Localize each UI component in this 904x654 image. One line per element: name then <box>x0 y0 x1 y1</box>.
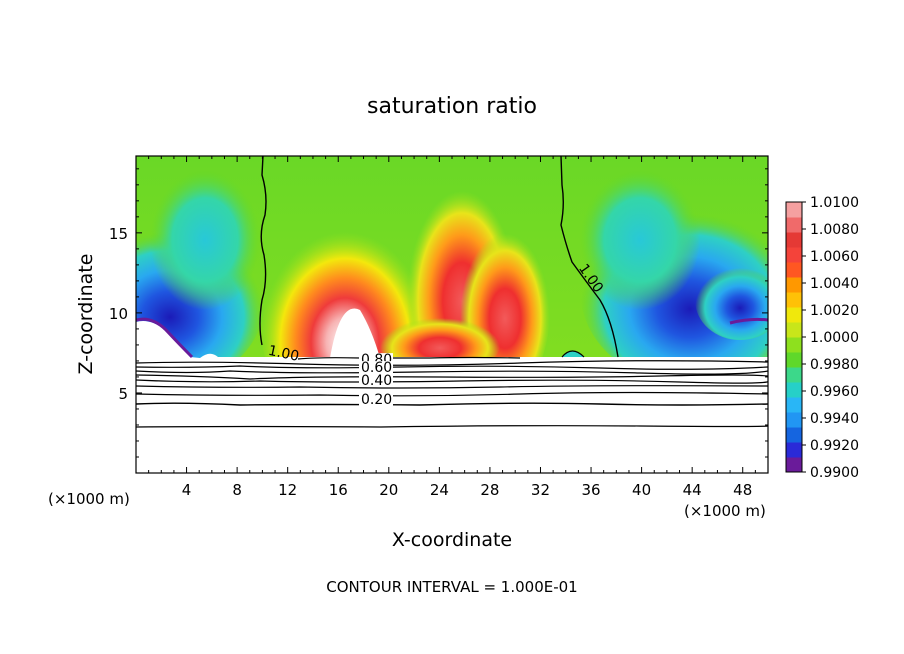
x-tick-label: 24 <box>430 481 449 499</box>
colorbar-tick-label: 0.9980 <box>810 357 859 373</box>
x-unit-right: (×1000 m) <box>684 502 766 520</box>
contour-1-00-left <box>259 156 267 346</box>
cold-region-right-3 <box>695 260 768 340</box>
colorbar-tick-label: 1.0080 <box>810 222 859 238</box>
contour-0-80 <box>136 365 768 370</box>
x-unit-left: (×1000 m) <box>48 490 130 508</box>
y-tick-label: 5 <box>118 385 128 403</box>
colorbar-swatch <box>786 232 802 248</box>
colorbar-swatch <box>786 307 802 323</box>
colorbar-swatch <box>786 217 802 233</box>
contour-0-40 <box>136 385 768 389</box>
y-tick-label: 15 <box>109 225 128 243</box>
x-tick-label: 48 <box>733 481 752 499</box>
colorbar-tick-label: 0.9920 <box>810 438 859 454</box>
x-tick-label: 40 <box>632 481 651 499</box>
chart-title: saturation ratio <box>367 94 537 119</box>
colorbar-swatch <box>786 322 802 338</box>
colorbar-swatch <box>786 442 802 458</box>
colorbar-swatch <box>786 202 802 218</box>
x-tick-label: 16 <box>329 481 348 499</box>
colorbar-swatch <box>786 427 802 443</box>
x-axis: 4 8 12 16 20 24 28 32 36 40 44 48 <box>148 156 756 499</box>
colorbar-swatch <box>786 457 802 473</box>
colorbar-swatch <box>786 382 802 398</box>
colorbar-swatch <box>786 277 802 293</box>
contour-0-20 <box>136 402 768 406</box>
colorbar-swatch <box>786 412 802 428</box>
contour-interval-note: CONTOUR INTERVAL = 1.000E-01 <box>326 578 577 596</box>
colorbar-tick-label: 1.0000 <box>810 330 859 346</box>
contour-label: 0.20 <box>361 392 392 408</box>
colorbar-swatch <box>786 262 802 278</box>
contour-0-70 <box>136 370 768 375</box>
colorbar-swatch <box>786 337 802 353</box>
x-tick-label: 32 <box>531 481 550 499</box>
x-tick-label: 20 <box>379 481 398 499</box>
cloud-edge-right <box>729 317 768 325</box>
cold-region-left-2 <box>150 170 260 310</box>
colorbar-swatch <box>786 247 802 263</box>
contour-label: 0.40 <box>361 373 392 389</box>
x-axis-label: X-coordinate <box>392 529 512 551</box>
contour-label: 1.00 <box>267 343 301 365</box>
colorbar-swatch <box>786 367 802 383</box>
y-axis-label: Z-coordinate <box>75 254 97 375</box>
colorbar: 1.0100 1.0080 1.0060 1.0040 1.0020 1.0000 0.99… <box>785 195 859 481</box>
x-tick-label: 8 <box>232 481 242 499</box>
colorbar-swatch <box>786 397 802 413</box>
x-tick-label: 28 <box>480 481 499 499</box>
contour-label-bg <box>358 361 393 375</box>
contour-small-bump <box>561 350 585 358</box>
x-tick-label: 4 <box>182 481 192 499</box>
colorbar-swatch <box>786 292 802 308</box>
cloud-edge-left <box>136 317 194 359</box>
subcloud-white-bump <box>330 308 380 358</box>
contour-label: 0.60 <box>361 360 392 376</box>
contour-1-00-base <box>297 356 521 360</box>
y-axis: 5 10 15 <box>109 168 768 458</box>
x-tick-label: 12 <box>278 481 297 499</box>
x-tick-label: 36 <box>581 481 600 499</box>
contour-0-90 <box>136 360 768 366</box>
contour-1-00-right <box>560 156 619 358</box>
contour-0-10 <box>136 425 768 428</box>
plot-area <box>136 156 768 473</box>
contour-0-30 <box>136 391 768 397</box>
colorbar-tick-label: 0.9940 <box>810 411 859 427</box>
y-tick-label: 10 <box>109 305 128 323</box>
colorbar-tick-label: 1.0060 <box>810 249 859 265</box>
cold-region-right-2 <box>580 170 700 310</box>
subcloud-layer <box>136 321 768 473</box>
colorbar-tick-label: 0.9960 <box>810 384 859 400</box>
colorbar-tick-label: 1.0040 <box>810 276 859 292</box>
contour-0-60 <box>136 374 768 380</box>
colorbar-swatch <box>786 352 802 368</box>
contour-label-bg <box>358 393 393 407</box>
contour-label-bg <box>358 373 393 387</box>
colorbar-tick-label: 1.0100 <box>810 195 859 211</box>
contour-0-50 <box>136 379 768 384</box>
x-tick-label: 44 <box>683 481 702 499</box>
colorbar-tick-label: 1.0020 <box>810 303 859 319</box>
colorbar-tick-label: 0.9900 <box>810 465 859 481</box>
